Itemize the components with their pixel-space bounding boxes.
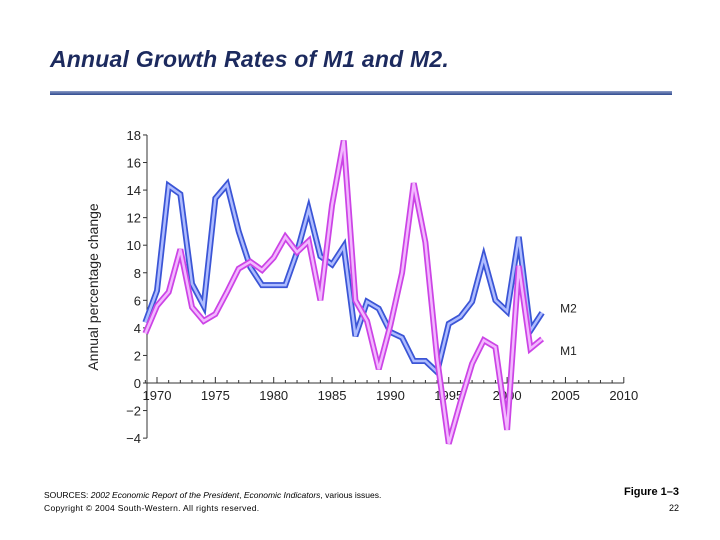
y-tick-label: −2 bbox=[126, 404, 141, 419]
y-tick-label: 16 bbox=[127, 156, 141, 171]
y-tick-label: 12 bbox=[127, 211, 141, 226]
y-tick-label: 14 bbox=[127, 183, 141, 198]
title-underline bbox=[50, 91, 672, 95]
y-tick-label: 2 bbox=[134, 348, 141, 363]
slide-title: Annual Growth Rates of M1 and M2. bbox=[50, 46, 449, 72]
m1-series-label: M1 bbox=[560, 344, 577, 358]
sources-note: SOURCES: 2002 Economic Report of the Pre… bbox=[44, 490, 381, 500]
m1-line bbox=[144, 140, 543, 444]
x-tick-label: 1985 bbox=[318, 388, 347, 403]
y-tick-label: 0 bbox=[134, 376, 141, 391]
x-tick-label: 1990 bbox=[376, 388, 405, 403]
x-tick-label: 1970 bbox=[143, 388, 172, 403]
y-tick-label: 8 bbox=[134, 266, 141, 281]
y-tick-label: 4 bbox=[134, 321, 141, 336]
x-tick-label: 2010 bbox=[609, 388, 638, 403]
x-tick-label: 1975 bbox=[201, 388, 230, 403]
y-tick-label: 10 bbox=[127, 238, 141, 253]
y-axis-label: Annual percentage change bbox=[85, 203, 101, 371]
y-tick-label: 18 bbox=[127, 128, 141, 143]
figure-label: Figure 1–3 bbox=[623, 486, 679, 498]
series-lines: M2 M1 bbox=[142, 139, 577, 445]
sources-title-2: Economic Indicators bbox=[243, 490, 321, 500]
m2-series-label: M2 bbox=[560, 302, 577, 316]
sources-suffix: , various issues. bbox=[320, 490, 382, 500]
m2-line bbox=[144, 181, 544, 375]
sources-prefix: SOURCES: bbox=[44, 490, 91, 500]
y-tick-label: −4 bbox=[126, 431, 141, 446]
sources-title-1: 2002 Economic Report of the President bbox=[90, 490, 240, 500]
x-tick-label: 2005 bbox=[551, 388, 580, 403]
sources-separator: , bbox=[239, 490, 244, 500]
copyright: Copyright © 2004 South-Western. All righ… bbox=[44, 503, 260, 513]
x-tick-label: 1980 bbox=[259, 388, 288, 403]
y-tick-label: 6 bbox=[134, 293, 141, 308]
page-number: 22 bbox=[668, 503, 679, 513]
